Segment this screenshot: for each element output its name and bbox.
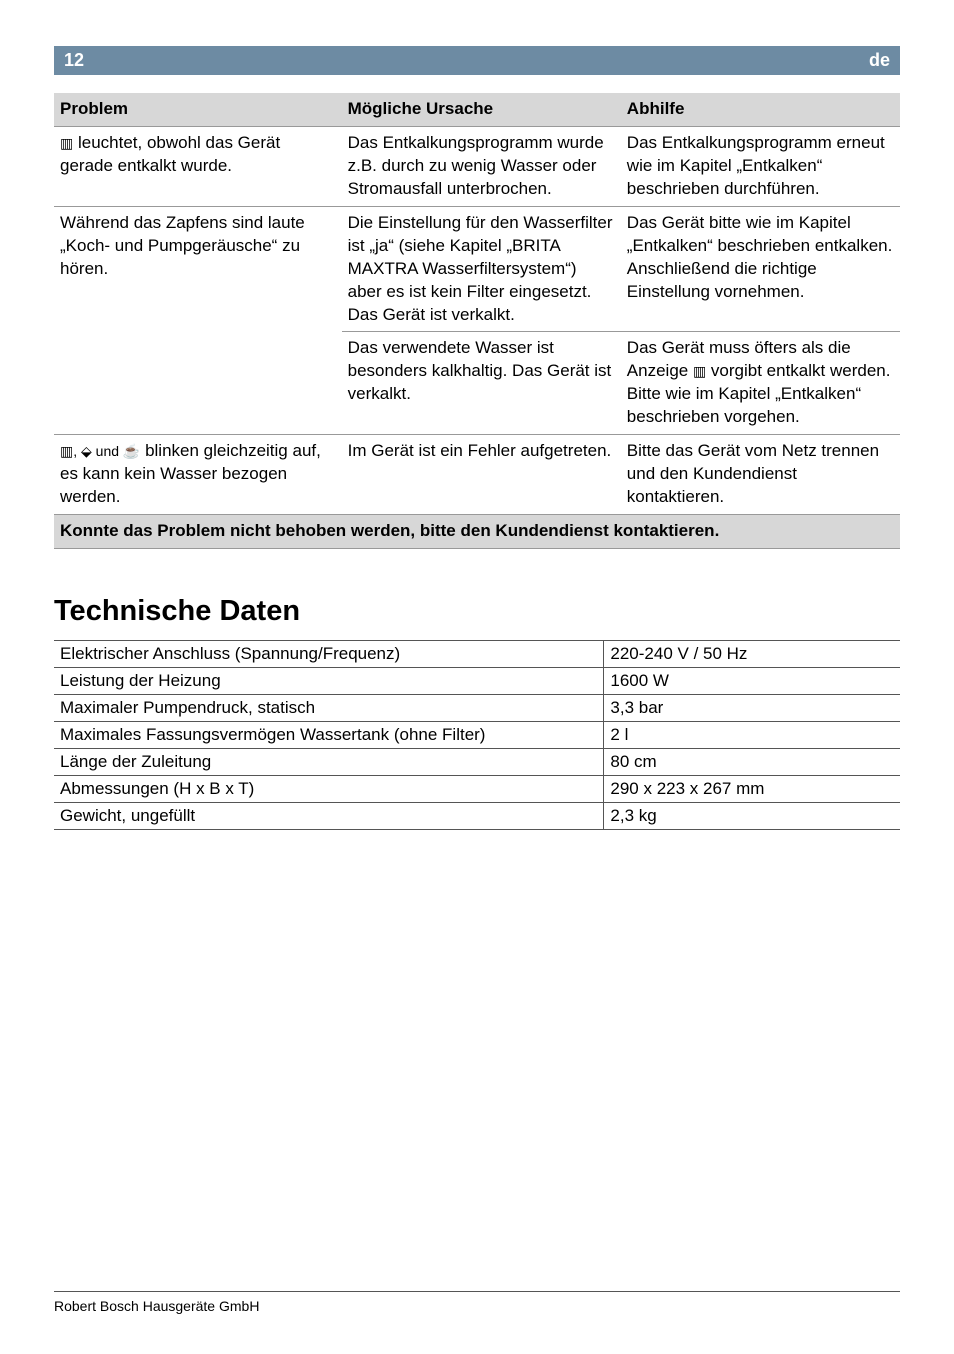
cell-problem: Während das Zapfens sind laute „Koch- un… bbox=[54, 206, 342, 434]
page-lang: de bbox=[869, 50, 890, 71]
col-problem: Problem bbox=[54, 93, 342, 126]
page-header: 12 de bbox=[54, 46, 900, 75]
col-remedy: Abhilfe bbox=[621, 93, 900, 126]
table-row: Während das Zapfens sind laute „Koch- un… bbox=[54, 206, 900, 332]
page-footer: Robert Bosch Hausgeräte GmbH bbox=[54, 1291, 900, 1314]
spec-row: Gewicht, ungefüllt2,3 kg bbox=[54, 802, 900, 829]
spec-row: Maximales Fassungsvermögen Wassertank (o… bbox=[54, 721, 900, 748]
table-row: ▥ leuchtet, obwohl das Gerät gerade entk… bbox=[54, 126, 900, 206]
cell-cause: Die Einstellung für den Wasserfilter ist… bbox=[342, 206, 621, 332]
cell-problem: ▥, ⬙ und ☕ blinken gleichzeitig auf, es … bbox=[54, 435, 342, 515]
calc-icon: ▥ bbox=[60, 135, 73, 151]
troubleshoot-table: Problem Mögliche Ursache Abhilfe ▥ leuch… bbox=[54, 93, 900, 549]
spec-row: Länge der Zuleitung80 cm bbox=[54, 748, 900, 775]
spec-row: Leistung der Heizung1600 W bbox=[54, 667, 900, 694]
cell-problem: ▥ leuchtet, obwohl das Gerät gerade entk… bbox=[54, 126, 342, 206]
page-number: 12 bbox=[64, 50, 84, 71]
spec-row: Abmessungen (H x B x T)290 x 223 x 267 m… bbox=[54, 775, 900, 802]
calc-icon: ▥ bbox=[693, 363, 706, 379]
cell-remedy: Das Gerät bitte wie im Kapitel „Entkalke… bbox=[621, 206, 900, 332]
multi-icon: ▥, ⬙ und ☕ bbox=[60, 443, 140, 459]
cell-cause: Das verwendete Wasser ist besonders kalk… bbox=[342, 332, 621, 435]
footer-company: Robert Bosch Hausgeräte GmbH bbox=[54, 1298, 259, 1314]
spec-row: Elektrischer Anschluss (Spannung/Frequen… bbox=[54, 640, 900, 667]
section-title-tech: Technische Daten bbox=[54, 595, 900, 628]
cell-cause: Im Gerät ist ein Fehler aufgetreten. bbox=[342, 435, 621, 515]
cell-remedy: Das Gerät muss öfters als die Anzeige ▥ … bbox=[621, 332, 900, 435]
table-footer-row: Konnte das Problem nicht behoben werden,… bbox=[54, 515, 900, 549]
specs-table: Elektrischer Anschluss (Spannung/Frequen… bbox=[54, 640, 900, 830]
footer-note: Konnte das Problem nicht behoben werden,… bbox=[54, 515, 900, 549]
spec-row: Maximaler Pumpendruck, statisch3,3 bar bbox=[54, 694, 900, 721]
table-row: ▥, ⬙ und ☕ blinken gleichzeitig auf, es … bbox=[54, 435, 900, 515]
cell-remedy: Bitte das Gerät vom Netz trennen und den… bbox=[621, 435, 900, 515]
col-cause: Mögliche Ursache bbox=[342, 93, 621, 126]
cell-remedy: Das Entkalkungsprogramm erneut wie im Ka… bbox=[621, 126, 900, 206]
cell-cause: Das Entkalkungsprogramm wurde z.B. durch… bbox=[342, 126, 621, 206]
